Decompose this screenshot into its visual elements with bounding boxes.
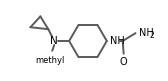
- Text: NH: NH: [110, 36, 124, 46]
- Text: O: O: [120, 57, 128, 67]
- Text: methyl: methyl: [36, 56, 65, 65]
- Text: 2: 2: [150, 31, 154, 40]
- Text: N: N: [50, 36, 58, 46]
- Text: NH: NH: [139, 28, 153, 38]
